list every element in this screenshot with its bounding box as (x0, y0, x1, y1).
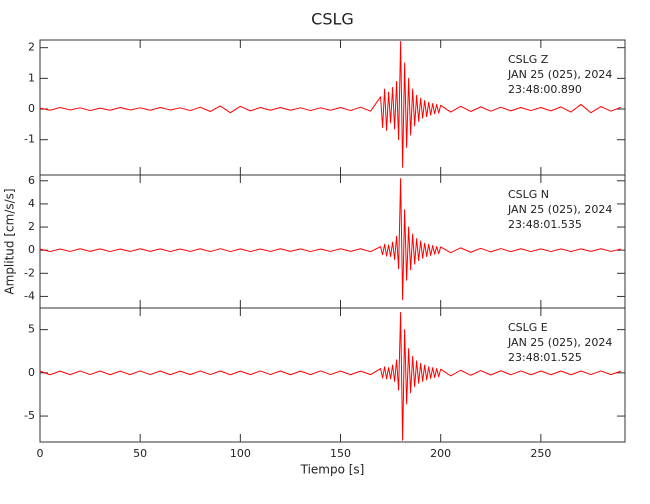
y-tick-label: 4 (28, 197, 35, 210)
y-tick-label: 5 (28, 323, 35, 336)
y-tick-label: -2 (24, 266, 35, 279)
y-tick-label: -4 (24, 289, 35, 302)
y-tick-label: 1 (28, 71, 35, 84)
annotation: JAN 25 (025), 2024 (507, 68, 612, 81)
y-tick-label: 0 (28, 102, 35, 115)
x-tick-label: 250 (530, 447, 551, 460)
panel-frame (39, 307, 626, 443)
annotation: 23:48:00.890 (508, 83, 582, 96)
waveform (39, 177, 622, 301)
waveform (39, 311, 622, 441)
y-tick-label: -1 (24, 133, 35, 146)
annotation: 23:48:01.525 (508, 351, 582, 364)
y-tick-label: 0 (28, 243, 35, 256)
x-tick-label: 200 (430, 447, 451, 460)
y-axis-label: Amplitud [cm/s/s] (3, 188, 17, 294)
annotation: JAN 25 (025), 2024 (507, 336, 612, 349)
x-axis-label: Tiempo [s] (300, 463, 365, 477)
x-tick-label: 50 (133, 447, 147, 460)
y-tick-label: 2 (28, 41, 35, 54)
annotation: CSLG N (508, 188, 549, 201)
annotation: CSLG Z (508, 53, 549, 66)
x-tick-label: 100 (230, 447, 251, 460)
annotation: 23:48:01.535 (508, 218, 582, 231)
x-tick-label: 150 (330, 447, 351, 460)
y-tick-label: -5 (24, 409, 35, 422)
chart-title: CSLG (311, 10, 354, 29)
waveform (39, 41, 622, 168)
annotation: CSLG E (508, 321, 548, 334)
y-tick-label: 0 (28, 366, 35, 379)
annotation: JAN 25 (025), 2024 (507, 203, 612, 216)
x-tick-label: 0 (37, 447, 44, 460)
y-tick-label: 2 (28, 220, 35, 233)
y-tick-label: 6 (28, 174, 35, 187)
